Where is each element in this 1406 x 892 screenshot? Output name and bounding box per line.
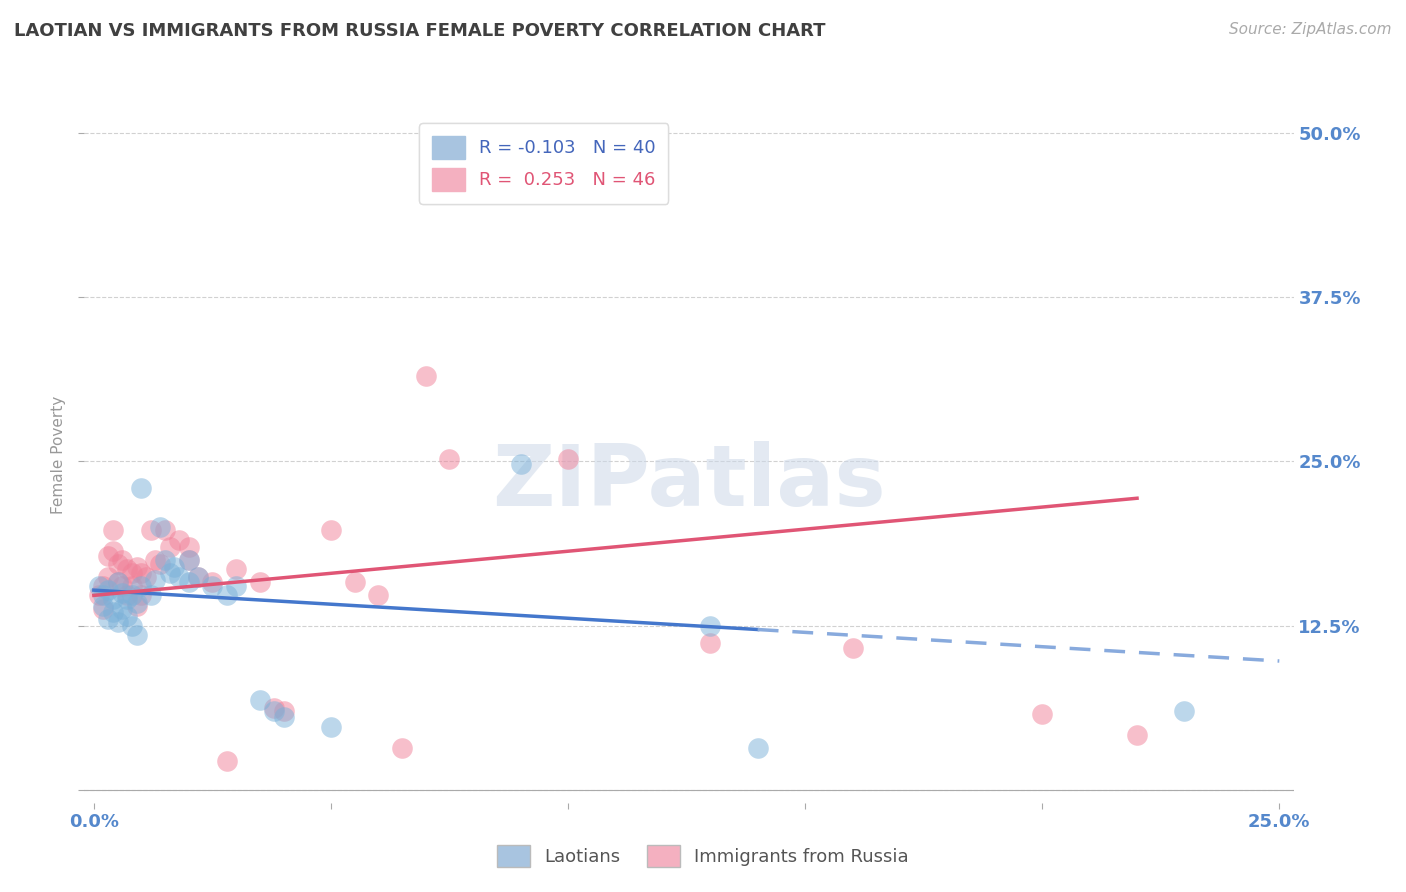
Point (225, 562, 247, 576)
Point (107, 575, 129, 590)
Point (509, 457, 531, 471)
Legend: R = -0.103   N = 40, R =  0.253   N = 46: R = -0.103 N = 40, R = 0.253 N = 46 (419, 123, 668, 203)
Point (97, 549, 120, 563)
Point (129, 588, 152, 602)
Point (699, 618, 721, 632)
Point (107, 575, 129, 590)
Point (201, 579, 224, 593)
Y-axis label: Female Poverty: Female Poverty (51, 396, 66, 514)
Point (135, 570, 157, 584)
Point (343, 575, 366, 590)
Point (273, 704, 295, 718)
Point (159, 540, 181, 554)
Point (125, 599, 148, 613)
Point (841, 640, 863, 655)
Point (121, 579, 143, 593)
Point (115, 592, 138, 607)
Point (97, 612, 120, 626)
Point (101, 592, 124, 607)
Point (367, 588, 389, 602)
Point (115, 562, 138, 576)
Point (129, 579, 152, 593)
Point (91, 588, 114, 602)
Point (415, 369, 437, 384)
Point (101, 543, 124, 558)
Point (97, 570, 120, 584)
Point (557, 451, 579, 466)
Legend: Laotians, Immigrants from Russia: Laotians, Immigrants from Russia (489, 838, 917, 874)
Point (129, 481, 152, 495)
Point (439, 451, 461, 466)
Point (747, 740, 769, 755)
Point (163, 559, 186, 574)
Point (139, 523, 162, 537)
Point (1126, 727, 1149, 741)
Point (273, 710, 295, 724)
Point (87, 579, 110, 593)
Point (139, 588, 162, 602)
Point (91, 599, 114, 613)
Point (149, 557, 172, 571)
Point (121, 566, 143, 580)
Point (91, 601, 114, 615)
Point (91, 579, 114, 593)
Point (215, 754, 238, 768)
Point (145, 553, 167, 567)
Point (167, 533, 190, 548)
Point (167, 570, 190, 584)
Point (319, 720, 342, 734)
Point (145, 573, 167, 587)
Text: LAOTIAN VS IMMIGRANTS FROM RUSSIA FEMALE POVERTY CORRELATION CHART: LAOTIAN VS IMMIGRANTS FROM RUSSIA FEMALE… (14, 22, 825, 40)
Point (177, 553, 200, 567)
Point (149, 520, 172, 534)
Point (153, 523, 176, 537)
Point (129, 566, 152, 580)
Point (97, 583, 120, 598)
Point (111, 579, 134, 593)
Point (187, 570, 209, 584)
Point (177, 540, 200, 554)
Point (201, 575, 224, 590)
Point (215, 588, 238, 602)
Point (125, 596, 148, 610)
Point (121, 588, 143, 602)
Point (249, 575, 271, 590)
Point (699, 635, 721, 649)
Point (153, 553, 176, 567)
Text: Source: ZipAtlas.com: Source: ZipAtlas.com (1229, 22, 1392, 37)
Text: ZIPatlas: ZIPatlas (492, 442, 886, 524)
Point (159, 566, 181, 580)
Point (125, 628, 148, 642)
Point (1173, 704, 1195, 718)
Point (177, 575, 200, 590)
Point (319, 523, 342, 537)
Point (177, 553, 200, 567)
Point (107, 557, 129, 571)
Point (263, 704, 285, 718)
Point (111, 553, 134, 567)
Point (87, 588, 110, 602)
Point (107, 615, 129, 629)
Point (263, 701, 285, 715)
Point (115, 588, 138, 602)
Point (225, 579, 247, 593)
Point (121, 618, 143, 632)
Point (391, 740, 413, 755)
Point (101, 606, 124, 620)
Point (101, 523, 124, 537)
Point (249, 693, 271, 707)
Point (125, 559, 148, 574)
Point (1031, 706, 1053, 721)
Point (187, 570, 209, 584)
Point (111, 586, 134, 600)
Point (115, 609, 138, 624)
Point (111, 601, 134, 615)
